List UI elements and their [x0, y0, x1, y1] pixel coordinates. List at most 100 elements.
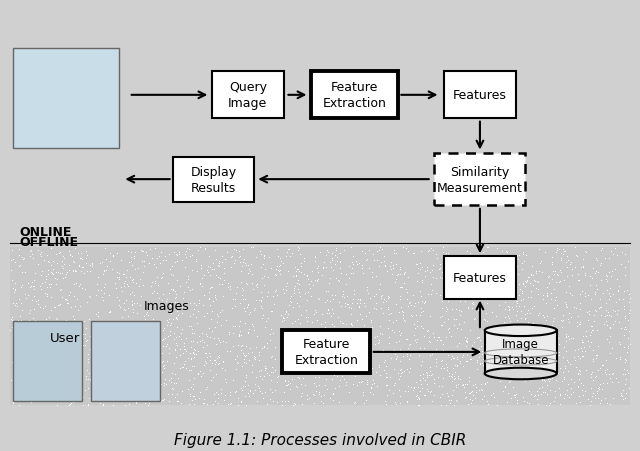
Point: [372, 382, 383, 390]
Point: [262, 293, 272, 300]
Point: [273, 267, 284, 274]
Point: [588, 389, 598, 396]
Point: [191, 256, 201, 263]
Point: [313, 334, 323, 341]
Point: [344, 388, 355, 396]
Point: [409, 303, 419, 310]
Point: [345, 340, 355, 347]
Point: [511, 356, 522, 364]
Point: [67, 349, 77, 356]
Point: [22, 387, 32, 394]
Point: [203, 263, 213, 270]
Point: [502, 257, 512, 264]
Point: [527, 263, 537, 270]
Point: [312, 295, 323, 302]
Point: [620, 394, 630, 401]
Point: [217, 365, 227, 372]
Point: [254, 351, 264, 359]
Point: [214, 337, 225, 345]
Point: [526, 391, 536, 398]
Point: [33, 261, 44, 268]
Point: [472, 335, 482, 342]
Point: [591, 352, 602, 359]
Point: [256, 264, 266, 271]
Point: [131, 350, 141, 357]
Point: [319, 259, 329, 266]
Point: [358, 299, 369, 307]
Point: [247, 348, 257, 355]
Point: [573, 353, 583, 360]
Point: [129, 300, 140, 307]
Point: [438, 249, 449, 256]
Point: [409, 384, 419, 391]
Point: [533, 391, 543, 399]
Point: [584, 343, 595, 350]
Point: [383, 304, 393, 311]
Point: [244, 357, 255, 364]
Point: [118, 375, 129, 382]
Point: [120, 401, 130, 409]
Point: [372, 332, 382, 340]
Point: [187, 329, 197, 336]
Point: [614, 283, 625, 290]
Point: [365, 383, 376, 391]
Point: [391, 301, 401, 308]
Point: [614, 338, 625, 345]
Point: [547, 276, 557, 283]
Point: [68, 258, 79, 266]
Point: [578, 391, 588, 398]
Point: [120, 274, 131, 281]
Point: [399, 368, 409, 375]
Point: [138, 394, 148, 401]
Point: [12, 388, 22, 396]
Point: [504, 355, 515, 362]
Point: [31, 350, 42, 357]
Point: [557, 251, 568, 258]
Point: [122, 267, 132, 274]
Point: [297, 389, 307, 396]
Point: [259, 282, 269, 289]
Point: [447, 353, 457, 360]
Point: [214, 275, 225, 282]
Point: [620, 315, 630, 322]
Point: [141, 353, 151, 360]
Point: [305, 285, 316, 292]
Point: [328, 309, 339, 317]
Text: ONLINE: ONLINE: [19, 226, 71, 239]
Point: [333, 314, 344, 321]
Point: [484, 369, 494, 376]
Point: [347, 265, 357, 272]
Point: [298, 374, 308, 382]
Point: [14, 263, 24, 270]
Point: [29, 327, 39, 334]
Point: [447, 284, 458, 291]
Point: [197, 337, 207, 344]
Point: [28, 285, 38, 293]
Point: [135, 350, 145, 357]
Point: [157, 274, 167, 281]
Point: [138, 330, 148, 337]
Point: [398, 312, 408, 319]
Point: [198, 344, 208, 351]
Point: [313, 364, 323, 371]
Point: [16, 380, 26, 387]
Point: [380, 397, 390, 405]
Point: [324, 327, 334, 335]
Point: [289, 287, 299, 294]
Point: [463, 400, 473, 407]
Point: [564, 318, 574, 326]
Point: [235, 328, 245, 335]
Point: [515, 286, 525, 293]
Point: [163, 391, 173, 398]
Point: [566, 375, 577, 382]
Point: [554, 391, 564, 398]
Point: [170, 259, 180, 267]
Point: [75, 302, 85, 309]
Point: [213, 274, 223, 281]
Point: [591, 268, 602, 275]
Point: [214, 360, 225, 367]
Point: [625, 295, 635, 303]
Point: [193, 370, 204, 377]
Point: [177, 364, 188, 371]
Point: [177, 304, 188, 311]
